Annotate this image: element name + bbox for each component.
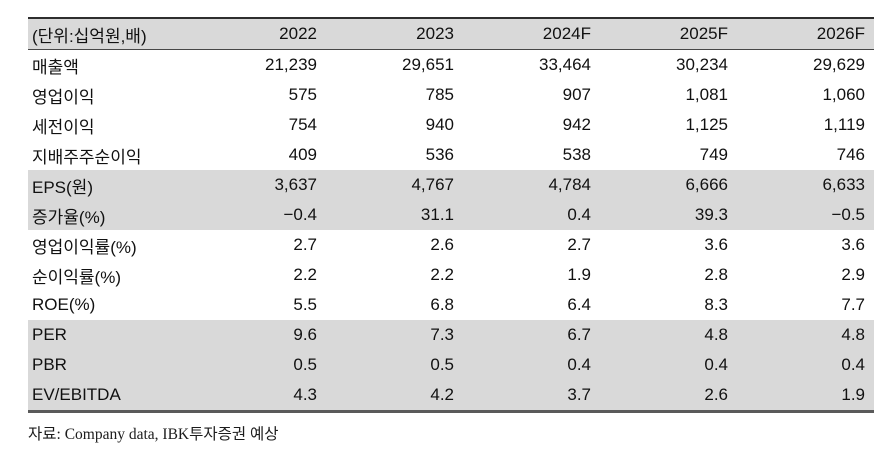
row-label: 영업이익률(%) xyxy=(32,237,137,257)
row-value: 8.3 xyxy=(704,295,728,314)
row-value: 2.2 xyxy=(430,265,454,284)
row-label: ROE(%) xyxy=(32,295,96,314)
row-value: 29,629 xyxy=(813,55,865,74)
row-value: 1,125 xyxy=(685,115,728,134)
row-value: 0.4 xyxy=(567,355,591,374)
table-row: 영업이익률(%) 2.7 2.6 2.7 3.6 3.6 xyxy=(28,230,874,260)
row-value: 942 xyxy=(562,115,591,134)
row-value: 2.7 xyxy=(567,235,591,254)
row-value: 1,081 xyxy=(685,85,728,104)
row-value: 30,234 xyxy=(676,55,728,74)
row-value: 2.6 xyxy=(430,235,454,254)
table-header: (단위:십억원,배) 2022 2023 2024F 2025F 2026F xyxy=(28,18,874,50)
table-row: EPS(원) 3,637 4,767 4,784 6,666 6,633 xyxy=(28,170,874,200)
row-value: 2.9 xyxy=(841,265,865,284)
row-value: 4,767 xyxy=(411,175,454,194)
header-row: (단위:십억원,배) 2022 2023 2024F 2025F 2026F xyxy=(28,18,874,50)
row-value: 1,119 xyxy=(823,115,865,134)
row-value: 9.6 xyxy=(293,325,317,344)
row-value: 2.7 xyxy=(293,235,317,254)
table-row: PER 9.6 7.3 6.7 4.8 4.8 xyxy=(28,320,874,350)
row-value: 5.5 xyxy=(293,295,317,314)
source-note: 자료: Company data, IBK투자증권 예상 xyxy=(28,426,279,443)
row-label: EPS(원) xyxy=(32,177,93,197)
row-value: 4.8 xyxy=(704,325,728,344)
row-value: 2.6 xyxy=(704,385,728,404)
column-header-2022: 2022 xyxy=(279,24,317,43)
row-value: 1.9 xyxy=(567,265,591,284)
row-value: 3,637 xyxy=(274,175,317,194)
row-value: 409 xyxy=(288,145,317,164)
row-value: 3.6 xyxy=(841,235,865,254)
row-label: 순이익률(%) xyxy=(32,267,121,287)
column-header-2023: 2023 xyxy=(416,24,454,43)
table-row: 증가율(%) −0.4 31.1 0.4 39.3 −0.5 xyxy=(28,200,874,230)
row-value: 4.8 xyxy=(841,325,865,344)
row-value: 0.4 xyxy=(841,355,865,374)
row-label: 매출액 xyxy=(32,57,79,77)
row-value: 4,784 xyxy=(548,175,591,194)
row-value: 2.8 xyxy=(704,265,728,284)
row-value: 7.3 xyxy=(430,325,454,344)
row-value: 4.3 xyxy=(293,385,317,404)
table-row: 세전이익 754 940 942 1,125 1,119 xyxy=(28,110,874,140)
row-value: 0.5 xyxy=(430,355,454,374)
table-body: 매출액 21,239 29,651 33,464 30,234 29,629 영업이익 575… xyxy=(28,50,874,412)
row-value: 21,239 xyxy=(265,55,317,74)
row-value: 6,666 xyxy=(685,175,728,194)
row-value: 575 xyxy=(288,85,317,104)
table-row: EV/EBITDA 4.3 4.2 3.7 2.6 1.9 xyxy=(28,380,874,412)
row-value: 6.7 xyxy=(567,325,591,344)
table-row: ROE(%) 5.5 6.8 6.4 8.3 7.7 xyxy=(28,290,874,320)
financial-summary-table: (단위:십억원,배) 2022 2023 2024F 2025F 2026F 매… xyxy=(28,17,874,413)
column-header-2024f: 2024F xyxy=(542,24,591,43)
unit-label: (단위:십억원,배) xyxy=(32,26,147,46)
row-label: PBR xyxy=(32,355,67,374)
row-value: 746 xyxy=(836,145,865,164)
row-value: 29,651 xyxy=(402,55,454,74)
row-value: 4.2 xyxy=(430,385,454,404)
row-value: 3.6 xyxy=(704,235,728,254)
table-row: 순이익률(%) 2.2 2.2 1.9 2.8 2.9 xyxy=(28,260,874,290)
row-value: 33,464 xyxy=(539,55,591,74)
row-value: 940 xyxy=(425,115,454,134)
row-label: 영업이익 xyxy=(32,87,95,107)
row-value: −0.5 xyxy=(831,205,865,224)
row-value: 39.3 xyxy=(694,205,728,224)
row-label: 증가율(%) xyxy=(32,207,106,227)
row-value: 785 xyxy=(425,85,454,104)
row-value: 31.1 xyxy=(420,205,454,224)
row-value: 2.2 xyxy=(293,265,317,284)
row-value: 0.4 xyxy=(567,205,591,224)
column-header-2025f: 2025F xyxy=(679,24,728,43)
row-value: 907 xyxy=(562,85,591,104)
table-row: PBR 0.5 0.5 0.4 0.4 0.4 xyxy=(28,350,874,380)
row-value: 1,060 xyxy=(822,85,865,104)
row-value: 6.8 xyxy=(430,295,454,314)
column-header-2026f: 2026F xyxy=(816,24,865,43)
table-row: 지배주주순이익 409 536 538 749 746 xyxy=(28,140,874,170)
row-value: 754 xyxy=(288,115,317,134)
row-value: 538 xyxy=(562,145,591,164)
table-row: 매출액 21,239 29,651 33,464 30,234 29,629 xyxy=(28,50,874,81)
row-value: 6,633 xyxy=(822,175,865,194)
row-value: 0.4 xyxy=(704,355,728,374)
row-value: 3.7 xyxy=(567,385,591,404)
row-value: 0.5 xyxy=(293,355,317,374)
row-value: 7.7 xyxy=(841,295,865,314)
row-value: 1.9 xyxy=(841,385,865,404)
row-label: PER xyxy=(32,325,67,344)
row-value: 749 xyxy=(699,145,728,164)
row-label: EV/EBITDA xyxy=(32,385,121,404)
row-label: 지배주주순이익 xyxy=(32,147,142,167)
row-value: 536 xyxy=(425,145,454,164)
table-row: 영업이익 575 785 907 1,081 1,060 xyxy=(28,80,874,110)
row-value: −0.4 xyxy=(283,205,317,224)
row-label: 세전이익 xyxy=(32,117,95,137)
row-value: 6.4 xyxy=(567,295,591,314)
